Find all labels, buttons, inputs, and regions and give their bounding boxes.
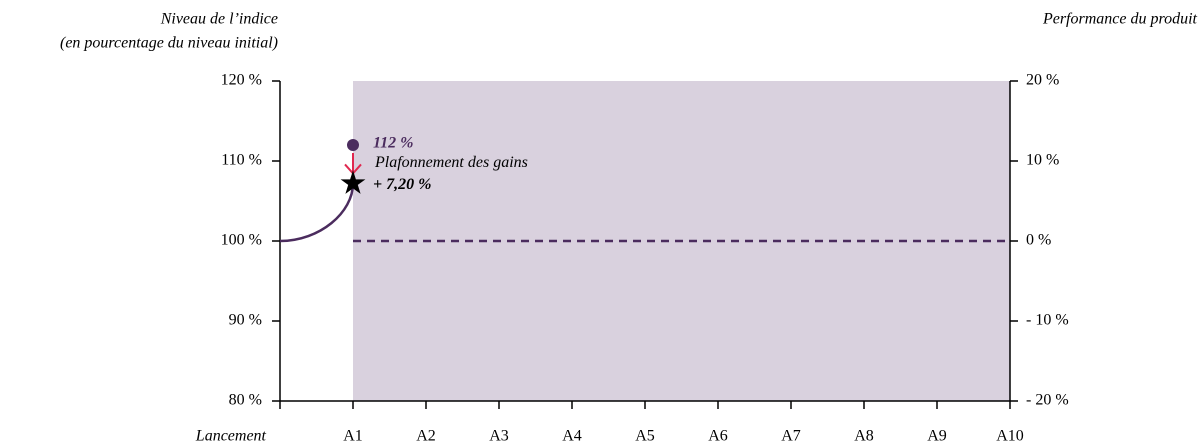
index-point [347, 139, 359, 151]
y-tick-label: 100 % [221, 232, 262, 249]
y2-tick-label: 10 % [1026, 152, 1059, 169]
y-tick-label: 110 % [221, 152, 262, 169]
y-tick-label: 120 % [221, 72, 262, 89]
x-tick-label: A3 [489, 428, 509, 444]
x-tick-label: A1 [343, 428, 363, 444]
cap-text: Plafonnement des gains [374, 154, 528, 171]
x-tick-label: A6 [708, 428, 728, 444]
x-tick-label: A7 [781, 428, 801, 444]
performance-line [279, 183, 355, 243]
y-axis-title: Niveau de l’indice [160, 11, 278, 28]
y-axis-title: (en pourcentage du niveau initial) [60, 35, 278, 52]
index-label: 112 % [373, 135, 413, 152]
y2-tick-label: 20 % [1026, 72, 1059, 89]
x-tick-label: A2 [416, 428, 436, 444]
cap-star [340, 170, 366, 194]
y2-tick-label: - 10 % [1026, 312, 1069, 329]
y2-tick-label: 0 % [1026, 232, 1051, 249]
y-tick-label: 90 % [229, 312, 262, 329]
y2-tick-label: - 20 % [1026, 392, 1069, 409]
x-tick-label: A8 [854, 428, 874, 444]
x-tick-label: Lancement [195, 428, 267, 444]
cap-label: + 7,20 % [373, 176, 431, 193]
y2-axis-title: Performance du produit [1042, 11, 1198, 28]
x-tick-label: A10 [996, 428, 1024, 444]
x-tick-label: A4 [562, 428, 582, 444]
y-tick-label: 80 % [229, 392, 262, 409]
x-tick-label: A5 [635, 428, 655, 444]
x-tick-label: A9 [927, 428, 947, 444]
